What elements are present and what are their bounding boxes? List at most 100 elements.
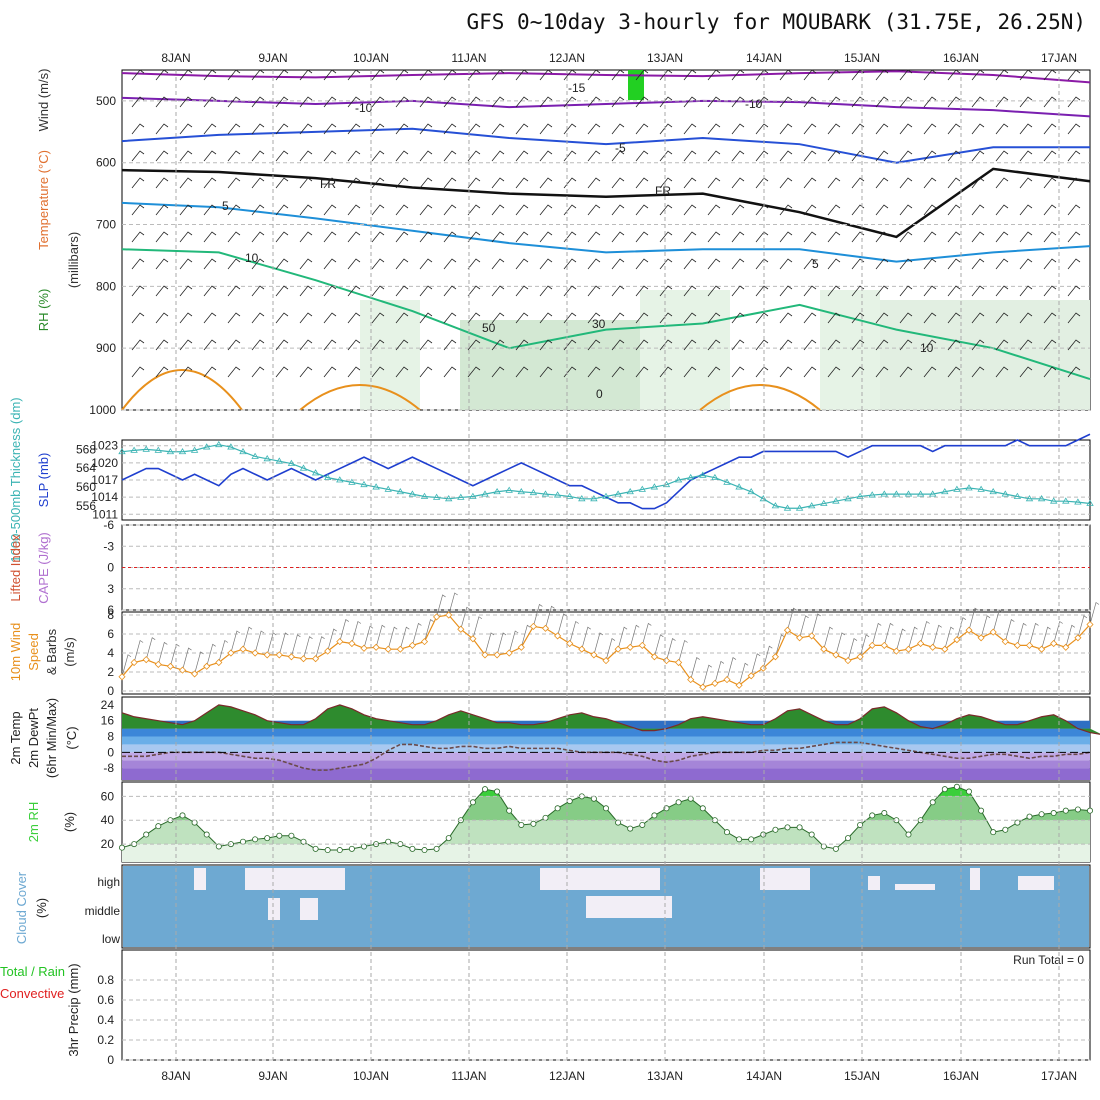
wind-barb — [707, 258, 721, 270]
thickness-point — [989, 487, 997, 495]
rh-point — [252, 836, 259, 843]
wind-barb — [611, 69, 625, 81]
ylabel-wind-units: (m/s) — [62, 637, 77, 667]
contour-label: 50 — [482, 321, 496, 335]
wind-barb — [899, 69, 913, 81]
ylabel-cape: CAPE (J/kg) — [36, 532, 51, 604]
cloud-gap-1 — [245, 868, 345, 890]
wind-barb — [491, 177, 505, 189]
wind-speed-point — [372, 643, 380, 651]
date-label-bottom: 13JAN — [647, 1069, 683, 1083]
wind-barb — [203, 69, 217, 81]
wind-barb — [395, 339, 409, 351]
wind-barb — [179, 339, 193, 351]
thickness-point — [142, 445, 150, 452]
wind-barb — [155, 96, 169, 108]
rh-point — [929, 799, 936, 806]
wind-speed-point — [529, 622, 537, 630]
wind-barb — [587, 339, 601, 351]
wind-barb — [707, 69, 721, 81]
thickness-line — [121, 444, 1091, 509]
wind-barb — [731, 204, 745, 216]
rh-point — [433, 845, 440, 852]
rh-point — [772, 826, 779, 833]
thickness-point — [215, 440, 223, 448]
wind-barb — [131, 150, 145, 162]
wind-barb — [995, 366, 1009, 378]
wind-barb-10m — [218, 639, 228, 663]
wind-barb — [875, 150, 889, 162]
wind-barb — [1019, 69, 1033, 81]
isotherm-3 — [121, 167, 1091, 239]
wind-barb — [1019, 177, 1033, 189]
thickness-point — [565, 492, 574, 499]
wind-speed-point — [687, 676, 695, 684]
wind-barb — [515, 96, 529, 108]
wind-barb — [131, 96, 145, 108]
wind-barb — [347, 69, 361, 81]
wind-barb — [539, 231, 553, 243]
wind-speed-point — [118, 673, 126, 681]
wind-barb — [443, 69, 457, 81]
wind-barb — [443, 258, 457, 270]
wind-barb-10m — [327, 628, 337, 652]
wind-barb — [203, 123, 217, 135]
wind-barb-10m — [157, 641, 168, 665]
wind-barb-10m — [702, 664, 712, 688]
wind-barb — [347, 231, 361, 243]
wind-barb — [899, 177, 913, 189]
wind-barb — [587, 96, 601, 108]
wind-barb — [827, 204, 841, 216]
wind-barb — [1067, 258, 1081, 270]
wind-barb — [779, 123, 793, 135]
wind-barb — [635, 285, 649, 297]
wind-barb-10m — [617, 626, 628, 650]
wind-tick-label: 4 — [107, 646, 114, 660]
wind-barb — [299, 339, 313, 351]
wind-barb-10m — [399, 626, 410, 650]
wind-barb — [1067, 69, 1081, 81]
wind-barb — [827, 96, 841, 108]
wind-barb — [563, 231, 577, 243]
wind-barb — [227, 258, 241, 270]
wind-barb — [995, 339, 1009, 351]
wind-barb — [371, 69, 385, 81]
legend-convective: Convective — [0, 986, 64, 1001]
wind-barb — [275, 339, 289, 351]
thickness-point — [251, 452, 259, 459]
ylabel-precip: 3hr Precip (mm) — [66, 963, 81, 1056]
rh-point — [1062, 807, 1069, 814]
isotherm-2 — [121, 127, 1090, 164]
wind-barb — [443, 123, 457, 135]
wind-barb — [275, 258, 289, 270]
wind-barb — [659, 150, 673, 162]
wind-barb — [875, 339, 889, 351]
rh-point — [857, 821, 864, 828]
wind-barb-10m — [145, 637, 156, 660]
wind-barb — [515, 258, 529, 270]
slp-tick-label: 1011 — [92, 507, 118, 521]
wind-barb — [755, 96, 769, 108]
rh-band-0 — [122, 844, 1090, 862]
ylabel-temperature: Temperature (°C) — [36, 150, 51, 250]
temp-tick-label: 8 — [107, 730, 114, 744]
wind-barb — [899, 366, 913, 378]
contour-label: -10 — [745, 97, 763, 111]
wind-speed-point — [759, 664, 767, 672]
wind-barb — [515, 204, 529, 216]
rh-point — [724, 829, 731, 836]
thickness-point — [118, 447, 126, 455]
wind-barb — [683, 366, 697, 378]
wind-barb — [803, 96, 817, 108]
wind-barb — [827, 339, 841, 351]
wind-barb — [539, 366, 553, 378]
thickness-point — [360, 480, 368, 488]
wind-barb — [611, 177, 625, 189]
wind-barb-10m — [896, 628, 906, 652]
wind-barb — [395, 312, 409, 324]
wind-barb — [947, 312, 961, 324]
thickness-point — [941, 487, 949, 495]
thickness-point — [275, 457, 284, 464]
wind-barb — [1067, 204, 1081, 216]
rh-point — [820, 843, 827, 850]
